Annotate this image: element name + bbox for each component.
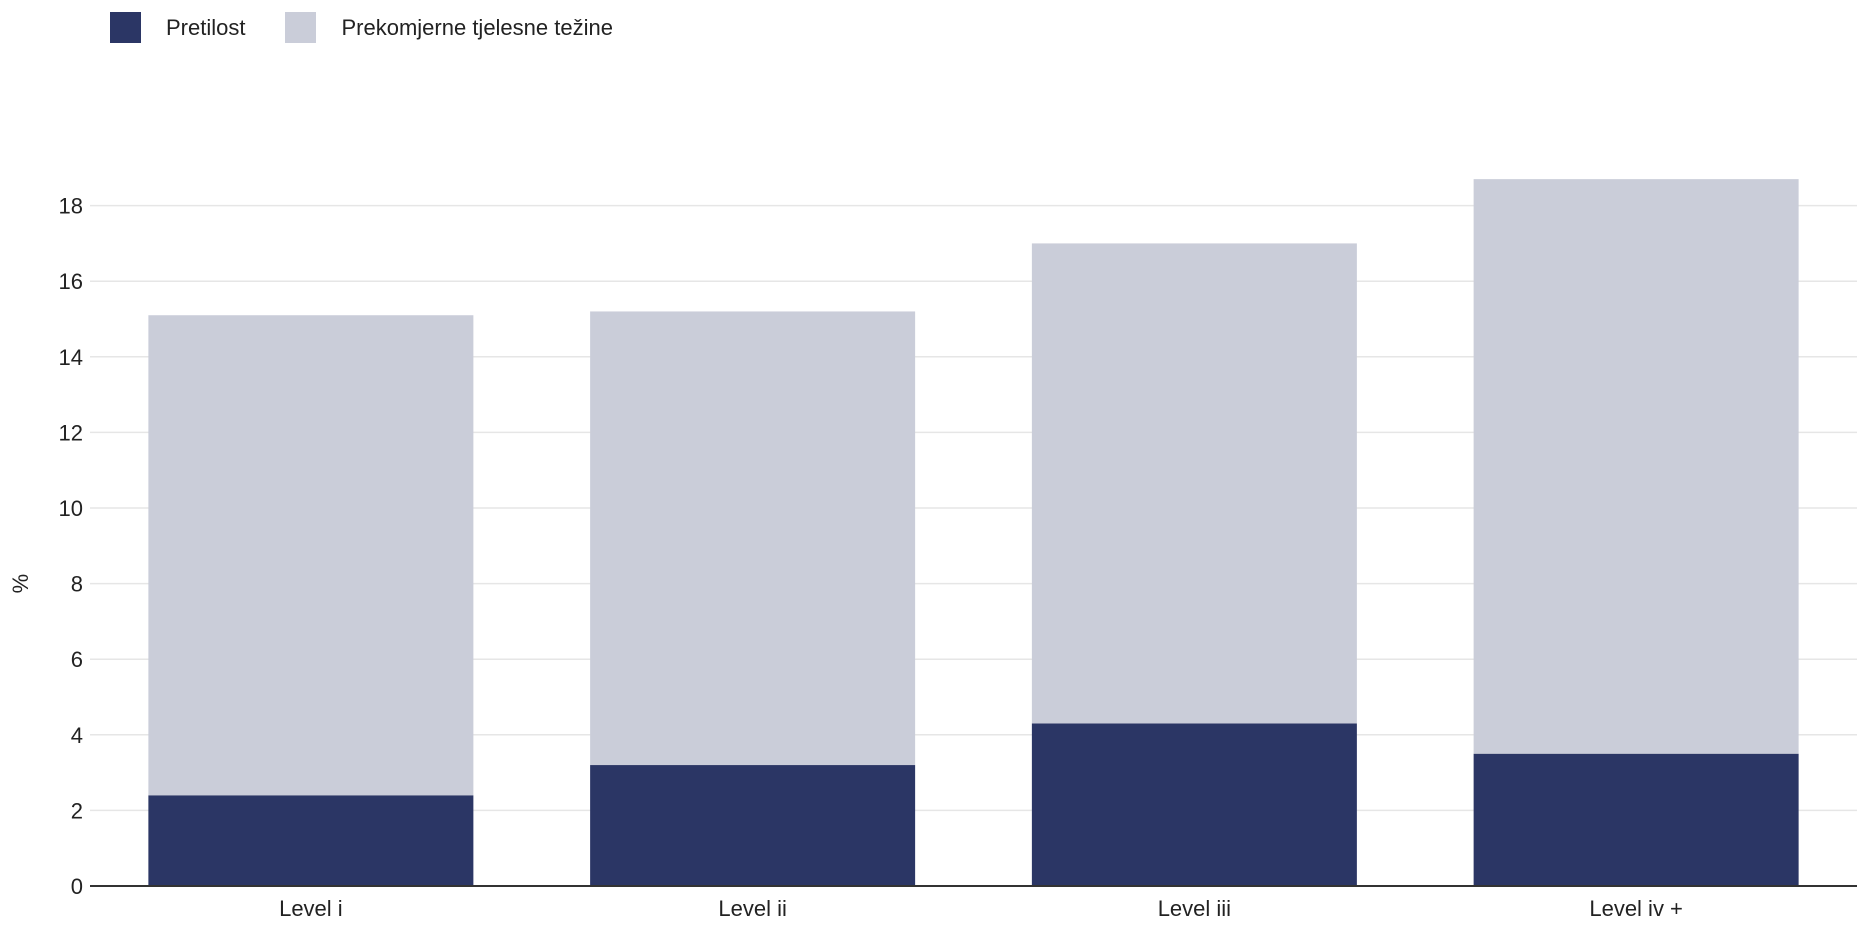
y-tick-label-18: 18 — [59, 194, 83, 219]
legend-label-prekomjerne: Prekomjerne tjelesne težine — [341, 14, 613, 40]
bar-prekomjerne-2[interactable] — [590, 311, 916, 766]
bar-prekomjerne-4[interactable] — [1473, 179, 1799, 754]
chart-legend: Pretilost Prekomjerne tjelesne težine — [110, 12, 653, 43]
bar-prekomjerne-3[interactable] — [1031, 243, 1357, 724]
legend-swatch-prekomjerne — [285, 12, 317, 43]
y-axis-label: % — [8, 574, 33, 594]
y-tick-label-0: 0 — [71, 874, 83, 899]
x-tick-label-2: Level ii — [718, 896, 786, 921]
bar-pretilost-2[interactable] — [590, 765, 916, 886]
bar-pretilost-4[interactable] — [1473, 753, 1799, 886]
y-tick-label-4: 4 — [71, 723, 83, 748]
x-tick-label-4: Level iv + — [1589, 896, 1683, 921]
legend-item-pretilost[interactable]: Pretilost — [110, 12, 245, 43]
y-tick-label-10: 10 — [59, 496, 83, 521]
legend-swatch-pretilost — [110, 12, 141, 43]
y-tick-label-12: 12 — [59, 420, 83, 445]
bar-prekomjerne-1[interactable] — [148, 315, 474, 796]
legend-label-pretilost: Pretilost — [166, 14, 246, 40]
x-tick-label-3: Level iii — [1158, 896, 1231, 921]
y-tick-label-2: 2 — [71, 798, 83, 823]
y-tick-label-6: 6 — [71, 647, 83, 672]
bar-pretilost-3[interactable] — [1031, 723, 1357, 886]
legend-item-prekomjerne[interactable]: Prekomjerne tjelesne težine — [285, 12, 613, 43]
x-tick-label-1: Level i — [279, 896, 343, 921]
y-tick-label-16: 16 — [59, 269, 83, 294]
y-tick-label-14: 14 — [59, 345, 83, 370]
y-tick-label-8: 8 — [71, 572, 83, 597]
bar-pretilost-1[interactable] — [148, 795, 474, 886]
